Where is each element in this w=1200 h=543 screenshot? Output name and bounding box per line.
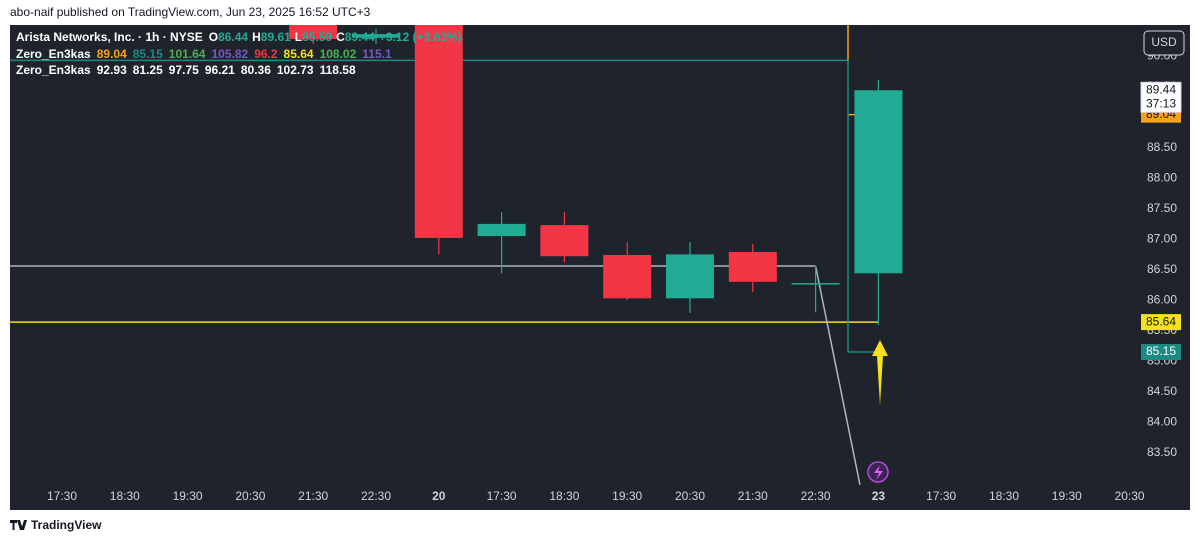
y-tick-label: 86.50 [1147, 262, 1177, 276]
event-icon-bolt [874, 465, 883, 480]
last-price-label: 89.44 [1146, 82, 1176, 96]
x-tick-label: 21:30 [298, 489, 328, 503]
x-tick-label: 21:30 [738, 489, 768, 503]
arrow [872, 340, 888, 405]
legend-text: C [336, 30, 345, 44]
candle-body [791, 283, 840, 285]
legend-text: 108.02 [320, 47, 357, 61]
x-tick-label: 18:30 [549, 489, 579, 503]
y-tick-label: 84.50 [1147, 384, 1177, 398]
x-tick-label: 19:30 [1052, 489, 1082, 503]
candle-body [603, 255, 652, 299]
legend-text: 92.93 [97, 63, 127, 77]
y-tick-label: 87.50 [1147, 201, 1177, 215]
legend-text: 118.58 [320, 63, 356, 77]
currency[interactable]: USD [1151, 35, 1177, 49]
countdown: 37:13 [1146, 96, 1176, 110]
legend-text: Arista Networks, Inc. · 1h · NYSE [16, 30, 203, 44]
candle-body [414, 25, 463, 238]
x-tick-label: 23 [872, 489, 886, 503]
level-connector [814, 265, 861, 485]
legend-text: L [295, 30, 302, 44]
legend-text: 89.44 [345, 30, 375, 44]
plot-area [10, 25, 903, 485]
price-tag [1141, 344, 1181, 361]
y-tick-label: 87.00 [1147, 231, 1177, 245]
legend-text: 102.73 [277, 63, 314, 77]
x-tick-label: 20 [432, 489, 446, 503]
y-tick-label: 86.00 [1147, 292, 1177, 306]
currency-button[interactable] [1143, 30, 1185, 56]
y-tick-label: 83.50 [1147, 445, 1177, 459]
x-tick-label: 22:30 [361, 489, 391, 503]
legend-text: 86.44 [218, 30, 248, 44]
legend-text: 105.82 [211, 47, 248, 61]
legend-text: +3.12 (+3.63%) [379, 30, 462, 44]
legend-text: 89.04 [97, 47, 127, 61]
legend-text: Zero_En3kas [16, 63, 91, 77]
candle-body [728, 251, 777, 282]
last-price-tag [1140, 81, 1182, 113]
legend-text: 97.75 [169, 63, 199, 77]
chart-background [10, 25, 1190, 510]
legend-text: 115.1 [362, 47, 392, 61]
legend-text: H [252, 30, 261, 44]
price-axis: 83.5084.0084.5085.0085.5086.0086.5087.00… [47, 48, 1182, 503]
legend-text: 80.36 [241, 63, 271, 77]
x-tick-label: 17:30 [926, 489, 956, 503]
x-tick-label: 19:30 [612, 489, 642, 503]
candle-body [352, 34, 400, 38]
legend-text: 85.15 [133, 47, 163, 61]
x-tick-label: 20:30 [1115, 489, 1145, 503]
x-tick-label: 17:30 [487, 489, 517, 503]
legend-text: 96.2 [254, 47, 278, 61]
candle-body [854, 90, 903, 274]
header: abo-naif published on TradingView.com, J… [10, 5, 371, 19]
y-tick-label: 88.00 [1147, 170, 1177, 184]
price-tag-label: 85.64 [1146, 314, 1176, 328]
legend-text: 85.59 [302, 30, 332, 44]
price-tag [1141, 314, 1181, 331]
logo [10, 520, 27, 530]
legend-text: 85.64 [284, 47, 314, 61]
x-tick-label: 19:30 [173, 489, 203, 503]
candle-body [666, 254, 714, 299]
x-tick-label: 20:30 [675, 489, 705, 503]
candle-body [289, 25, 338, 40]
legend-text: 96.21 [205, 63, 235, 77]
legend-text: 101.64 [169, 47, 206, 61]
x-tick-label: 18:30 [110, 489, 140, 503]
annotations [867, 340, 889, 483]
candle-body [477, 223, 526, 237]
price-tag-label: 85.15 [1146, 344, 1176, 358]
x-tick-label: 20:30 [235, 489, 265, 503]
legend-text: O [209, 30, 218, 44]
legend-text: 89.61 [261, 30, 291, 44]
footer: TradingView [31, 518, 102, 532]
legend-text: 81.25 [133, 63, 163, 77]
y-tick-label: 84.00 [1147, 414, 1177, 428]
candle-body [540, 225, 589, 257]
x-tick-label: 22:30 [801, 489, 831, 503]
y-tick-label: 88.50 [1147, 140, 1177, 154]
legend-text: Zero_En3kas [16, 47, 91, 61]
x-tick-label: 17:30 [47, 489, 77, 503]
legend: Arista Networks, Inc. · 1h · NYSE O 86.44 H… [16, 30, 462, 77]
x-tick-label: 18:30 [989, 489, 1019, 503]
